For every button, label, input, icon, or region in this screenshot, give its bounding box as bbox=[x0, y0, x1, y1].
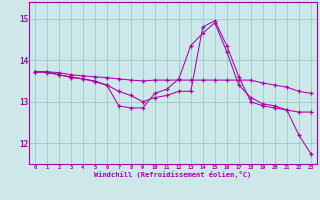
X-axis label: Windchill (Refroidissement éolien,°C): Windchill (Refroidissement éolien,°C) bbox=[94, 171, 252, 178]
